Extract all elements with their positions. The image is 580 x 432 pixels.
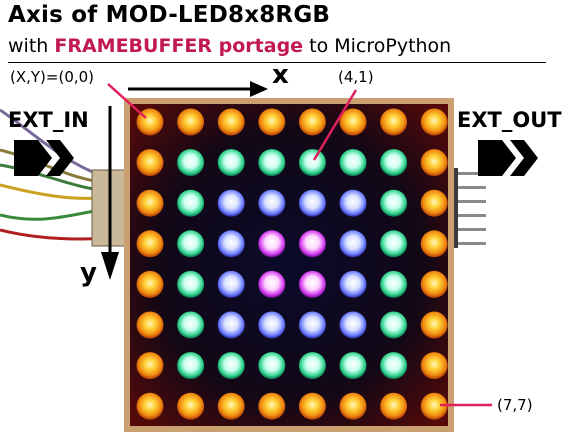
led-2-3 <box>217 230 245 258</box>
led-3-0 <box>258 108 286 136</box>
pixel-7-7-label: (7,7) <box>497 396 533 414</box>
ext-in-arrow-icon <box>14 140 74 176</box>
led-7-3 <box>420 230 448 258</box>
led-2-7 <box>217 392 245 420</box>
led-6-3 <box>380 230 408 258</box>
led-grid <box>136 108 448 420</box>
subtitle-prefix: with <box>8 35 55 57</box>
led-4-7 <box>298 392 326 420</box>
led-5-7 <box>339 392 367 420</box>
led-0-3 <box>136 230 164 258</box>
led-0-6 <box>136 352 164 380</box>
subtitle-highlight: FRAMEBUFFER portage <box>54 35 304 57</box>
led-4-4 <box>298 270 326 298</box>
led-2-4 <box>217 270 245 298</box>
led-3-5 <box>258 311 286 339</box>
led-1-2 <box>177 189 205 217</box>
led-5-0 <box>339 108 367 136</box>
x-axis-arrow <box>128 81 268 97</box>
led-4-0 <box>298 108 326 136</box>
origin-label: (X,Y)=(0,0) <box>10 68 95 86</box>
led-6-2 <box>380 189 408 217</box>
led-4-6 <box>298 352 326 380</box>
led-4-5 <box>298 311 326 339</box>
led-3-2 <box>258 189 286 217</box>
led-1-0 <box>177 108 205 136</box>
led-0-1 <box>136 149 164 177</box>
led-3-7 <box>258 392 286 420</box>
led-1-7 <box>177 392 205 420</box>
led-2-2 <box>217 189 245 217</box>
led-5-4 <box>339 270 367 298</box>
y-axis-arrow <box>101 106 119 280</box>
led-7-0 <box>420 108 448 136</box>
led-2-1 <box>217 149 245 177</box>
led-2-0 <box>217 108 245 136</box>
led-6-6 <box>380 352 408 380</box>
y-axis-label: y <box>80 258 97 288</box>
led-7-1 <box>420 149 448 177</box>
led-7-4 <box>420 270 448 298</box>
subtitle-suffix: to MicroPython <box>303 35 452 57</box>
led-0-2 <box>136 189 164 217</box>
led-0-7 <box>136 392 164 420</box>
led-5-3 <box>339 230 367 258</box>
led-4-2 <box>298 189 326 217</box>
led-7-7 <box>420 392 448 420</box>
diagram-subtitle: with FRAMEBUFFER portage to MicroPython <box>8 35 451 57</box>
led-6-1 <box>380 149 408 177</box>
led-5-5 <box>339 311 367 339</box>
led-7-5 <box>420 311 448 339</box>
led-1-4 <box>177 270 205 298</box>
led-6-5 <box>380 311 408 339</box>
led-7-6 <box>420 352 448 380</box>
led-1-1 <box>177 149 205 177</box>
led-5-6 <box>339 352 367 380</box>
origin-pointer <box>107 83 147 119</box>
led-1-5 <box>177 311 205 339</box>
ext-out-arrow-icon <box>478 140 538 176</box>
led-1-3 <box>177 230 205 258</box>
pixel-4-1-pointer <box>312 89 358 161</box>
title-divider <box>8 62 546 63</box>
led-4-1 <box>298 149 326 177</box>
ext-out-label: EXT_OUT <box>457 108 562 132</box>
diagram-title: Axis of MOD-LED8x8RGB <box>8 2 331 28</box>
led-5-1 <box>339 149 367 177</box>
led-7-2 <box>420 189 448 217</box>
led-3-6 <box>258 352 286 380</box>
led-4-3 <box>298 230 326 258</box>
pixel-4-1-label: (4,1) <box>338 68 374 86</box>
ext-in-label: EXT_IN <box>8 108 89 132</box>
led-1-6 <box>177 352 205 380</box>
led-3-1 <box>258 149 286 177</box>
led-3-3 <box>258 230 286 258</box>
x-axis-label: x <box>272 60 289 90</box>
led-6-4 <box>380 270 408 298</box>
led-5-2 <box>339 189 367 217</box>
led-2-6 <box>217 352 245 380</box>
led-2-5 <box>217 311 245 339</box>
led-6-7 <box>380 392 408 420</box>
led-6-0 <box>380 108 408 136</box>
led-3-4 <box>258 270 286 298</box>
led-0-4 <box>136 270 164 298</box>
led-0-5 <box>136 311 164 339</box>
